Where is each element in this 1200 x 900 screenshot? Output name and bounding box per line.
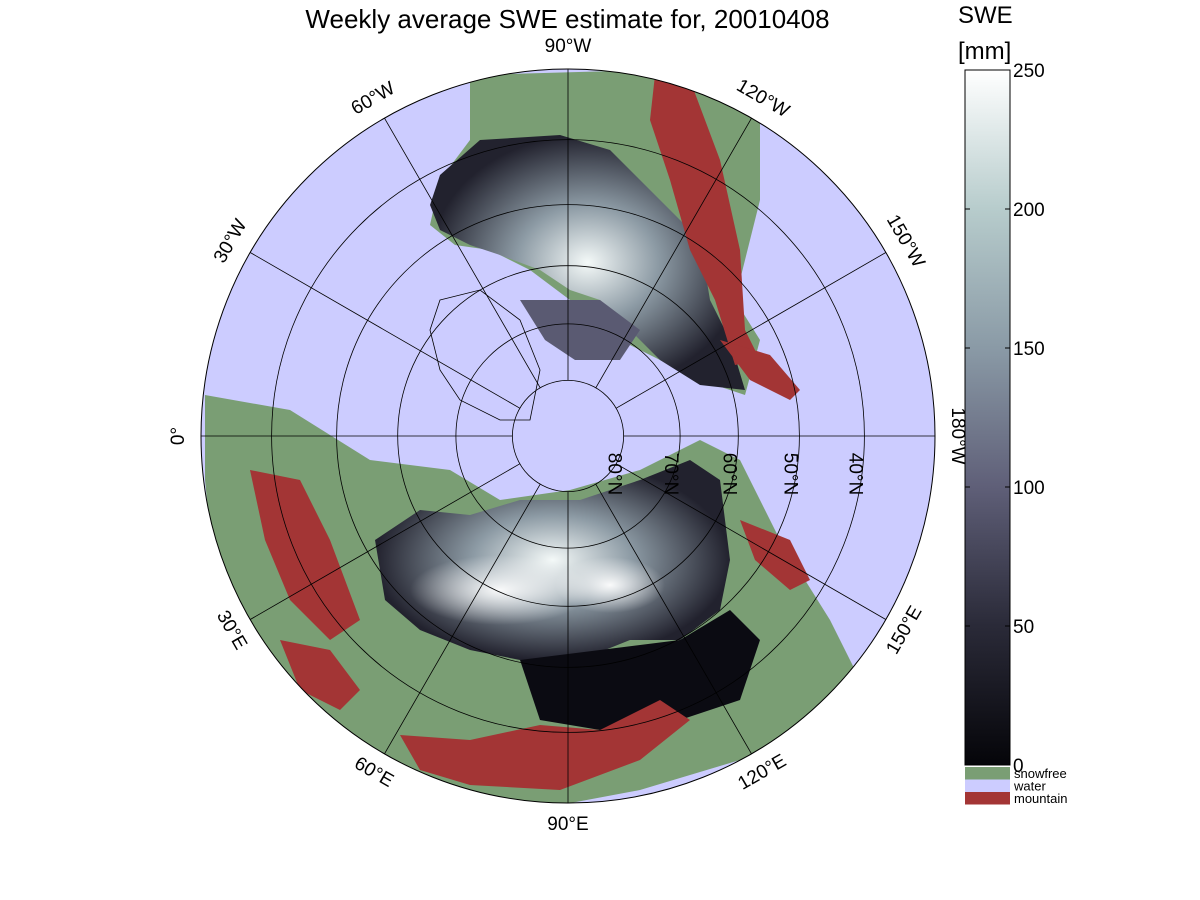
colorbar-tick-label: 200 — [1013, 200, 1045, 221]
map-disk — [201, 69, 935, 803]
meridian-line — [384, 117, 541, 389]
category-swatch — [965, 792, 1010, 805]
colorbar-title: SWE — [958, 2, 1013, 29]
latitude-label: 70°N — [660, 453, 681, 495]
meridian-line — [615, 252, 887, 409]
latitude-label: 50°N — [779, 453, 800, 495]
alps-mountains — [280, 640, 360, 710]
map-boundary — [200, 68, 936, 804]
meridian-line — [595, 117, 752, 389]
longitude-label: 180°W — [947, 407, 968, 464]
urals-snow-peak — [555, 557, 665, 613]
colorbar-tick-label: 50 — [1013, 617, 1034, 638]
himalaya-mountains — [400, 700, 690, 790]
longitude-label: 0° — [168, 427, 189, 445]
asia-dark-band — [520, 610, 760, 730]
meridian-line — [615, 463, 887, 620]
colorbar-tick-label: 0 — [1013, 756, 1024, 777]
latitude-label: 40°N — [844, 453, 865, 495]
scandinavia-mountains — [250, 470, 360, 640]
latitude-label: 80°N — [604, 453, 625, 495]
meridian-line — [384, 483, 541, 755]
longitude-label: 90°W — [545, 36, 592, 57]
longitude-label: 60°W — [348, 78, 399, 120]
longitude-label: 30°E — [212, 607, 251, 653]
category-label: mountain — [1014, 791, 1067, 806]
colorbar-tick-label: 250 — [1013, 61, 1045, 82]
colorbar-tick-label: 150 — [1013, 339, 1045, 360]
alaska-mountains — [720, 340, 800, 400]
graticule — [201, 69, 935, 803]
longitude-label: 60°E — [351, 753, 397, 792]
colorbar-gradient — [964, 69, 1011, 766]
colorbar-ticks: 0 50 100 150 200 250 — [965, 61, 1045, 777]
longitude-label: 90°E — [547, 814, 588, 835]
north-america-snow — [430, 135, 745, 390]
colorbar-tick-label: 100 — [1013, 478, 1045, 499]
arctic-islands — [520, 300, 640, 360]
figure-title: Weekly average SWE estimate for, 2001040… — [305, 4, 830, 34]
latitude-label: 60°N — [718, 453, 739, 495]
category-label: snowfree — [1014, 766, 1067, 781]
category-swatch — [965, 767, 1010, 780]
category-swatch — [965, 779, 1010, 792]
kamchatka-mountains — [740, 520, 810, 590]
rocky-mountains — [650, 75, 760, 365]
colorbar-unit: [mm] — [958, 38, 1012, 65]
meridian-line — [249, 252, 521, 409]
category-label: water — [1013, 779, 1046, 794]
meridian-line — [595, 483, 752, 755]
meridian-line — [249, 463, 521, 620]
siberia-snow-peak — [410, 555, 590, 625]
longitude-label: 30°W — [210, 216, 252, 267]
